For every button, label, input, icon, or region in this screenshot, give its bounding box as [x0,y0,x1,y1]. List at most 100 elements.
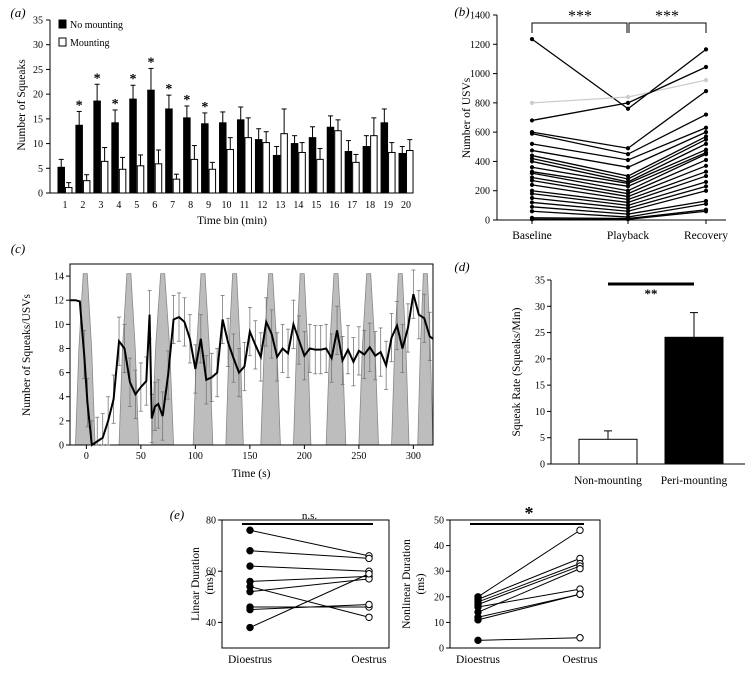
panel-e-linear-pair-line [249,550,370,559]
panel-b-marker [625,94,631,100]
panel-b-marker [703,163,709,168]
panel-a-bar [362,146,371,194]
panel-c-x-tick-label: 250 [351,451,366,462]
panel-e-nonlinear-y-tick-label: 20 [434,592,444,603]
panel-a-x-tick-label: 1 [62,200,67,211]
panel-b-marker [625,184,631,189]
panel-a-y-tick-label: 35 [33,16,43,27]
panel-e-linear-pair-line [249,565,370,572]
panel-b-y-tick-label: 0 [485,216,490,227]
panel-a-bar [344,150,353,194]
panel-b-marker [529,156,535,161]
panel-a-x-tick-label: 3 [98,200,103,211]
panel-e-linear-oestrus-marker [365,613,373,621]
panel-c-y-tick-label: 0 [59,441,64,452]
panel-a-significance-star: * [165,82,172,97]
panel-c-x-tick-label: 100 [188,451,203,462]
panel-b-marker [703,188,709,193]
panel-e-linear-pair-line [249,586,370,618]
panel-c-y-tick-label: 8 [59,344,64,355]
panel-c-y-label: Number of Squeaks/USVs [21,293,33,416]
panel-b-marker [529,159,535,164]
panel-c-x-tick-label: 300 [406,451,421,462]
panel-d-x-tick-label: Non-mounting [574,475,642,487]
panel-a-bar [129,98,137,194]
panel-b-marker [625,181,631,186]
panel-c-y-tick-label: 10 [54,320,64,331]
panel-a-bar [272,154,281,194]
panel-a-bar [334,130,342,194]
panel-a-bar [82,180,91,194]
panel-a-x-tick-label: 2 [80,200,85,211]
panel-a-bar [154,163,163,194]
panel-b-x-tick-label: Recovery [684,230,728,242]
panel-b-marker [625,152,631,157]
panel-e-linear-oestrus-marker [365,554,373,563]
panel-e-nonlinear-x-tick-label: Dioestrus [456,654,501,666]
panel-e-linear-pair-line [249,578,370,593]
panel-e-nonlinear-pair-line [477,637,581,641]
panel-b-y-tick-label: 200 [475,186,490,197]
panel-d-y-tick-label: 5 [540,433,545,444]
panel-b-marker [703,184,709,189]
panel-b-marker [529,171,535,176]
panel-a-legend-label: No mounting [70,20,123,31]
panel-d-y-tick-label: 25 [535,328,545,339]
panel-b-marker [529,200,535,205]
panel-e-linear-y-tick-label: 40 [206,618,216,629]
panel-a-bar [57,166,65,194]
panel-e-nonlinear-dioestrus-marker [474,616,482,624]
panel-b-marker [625,176,631,182]
panel-c-x-tick-label: 200 [297,451,312,462]
panel-a-bar [219,122,227,194]
panel-b-label: (b) [454,4,469,19]
panel-b-marker [703,137,709,142]
panel-e-nonlinear-pair-line [477,557,581,600]
panel-b-individual-line [531,66,707,122]
panel-b-marker [703,179,709,185]
panel-b-marker [625,212,631,217]
panel-b-marker [529,191,535,196]
panel-b-marker [529,131,535,136]
panel-e-nonlinear-pair-line [477,568,581,613]
panel-b-marker [703,141,709,146]
panel-a-bar [406,149,414,194]
panel-b-marker [625,146,631,151]
panel-e-linear-dioestrus-marker [246,526,254,534]
panel-a-bar [236,119,245,194]
panel-a-significance-star: * [76,98,83,113]
panel-b-marker [703,201,709,206]
panel-a-significance-star: * [183,93,190,108]
panel-a-significance-star: * [94,71,101,86]
panel-e-nonlinear-oestrus-marker [576,634,584,642]
panel-e-linear-pair-line [249,575,370,582]
panel-e-nonlinear-oestrus-marker [576,590,584,598]
panel-e-linear-pair-line [249,529,370,557]
panel-c-plot-border [69,263,434,446]
panel-e-linear-oestrus-marker [365,570,373,578]
panel-b-marker [529,188,535,193]
panel-a-x-label: Time bin (min) [197,215,267,227]
panel-b-marker [625,209,631,214]
panel-b-marker [625,191,631,196]
panel-a-x-tick-label: 18 [365,200,375,211]
panel-b-marker [529,141,535,146]
panel-a-bar [183,117,191,194]
panel-a-x-tick-label: 7 [170,200,175,211]
panel-b-marker [625,188,631,193]
panel-e-nonlinear-y-tick-label: 40 [434,541,444,552]
panel-a-x-tick-label: 10 [222,200,232,211]
panel-c-x-tick-label: 150 [242,451,257,462]
panel-a-y-tick-label: 15 [33,114,43,125]
panel-d-y-tick-label: 35 [535,276,545,287]
panel-b-marker [625,106,631,111]
panel-a-y-tick-label: 10 [33,139,43,150]
panel-e-linear-y-label-unit: (ms) [204,573,216,594]
panel-b-marker [625,200,631,205]
panel-a-bar [254,139,263,194]
panel-d-y-tick-label: 30 [535,302,545,313]
panel-a-bar [136,165,145,194]
panel-b-marker [703,47,709,52]
panel-b-marker [529,148,535,153]
